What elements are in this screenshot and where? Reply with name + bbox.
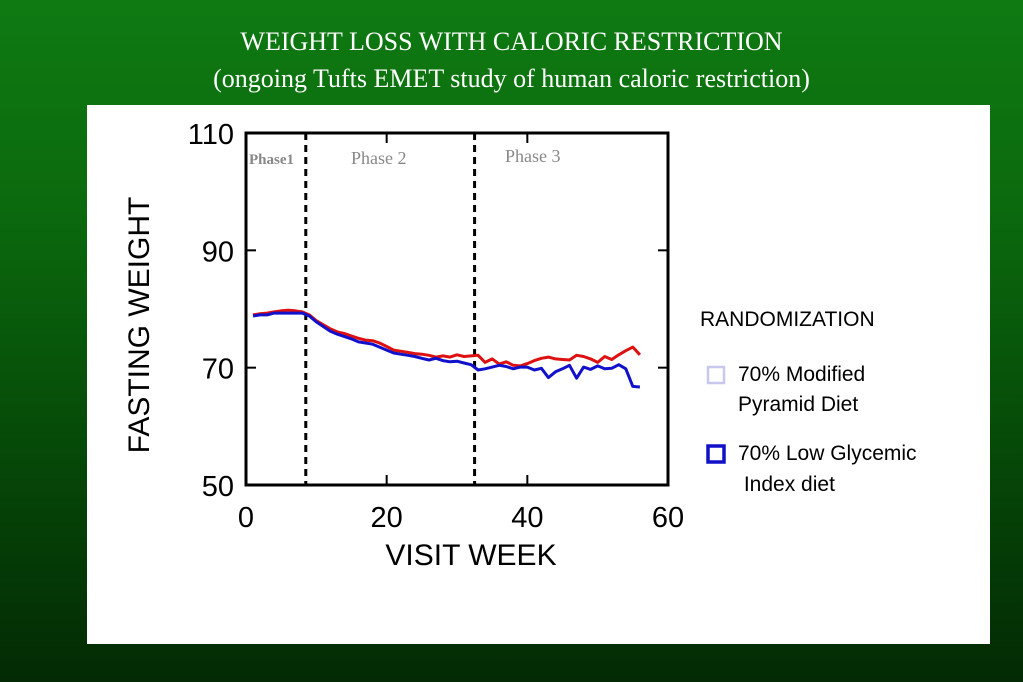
legend-label-modified-pyramid-line2: Pyramid Diet — [738, 393, 858, 416]
phase-label-3: Phase 3 — [505, 146, 561, 166]
y-tick-label: 110 — [188, 119, 234, 151]
y-axis-label: FASTING WEIGHT — [123, 197, 156, 454]
x-tick-label: 60 — [652, 502, 684, 534]
x-tick-label: 0 — [238, 502, 254, 534]
x-axis-label: VISIT WEEK — [385, 539, 556, 572]
chart-panel — [87, 105, 990, 644]
y-tick-label: 50 — [202, 471, 234, 503]
x-tick-label: 40 — [511, 502, 543, 534]
legend-label-low-glycemic-line2: Index diet — [738, 473, 835, 496]
legend-swatch-modified-pyramid — [706, 365, 726, 385]
phase-label-2: Phase 2 — [351, 148, 407, 168]
y-tick-label: 70 — [202, 354, 234, 386]
chart-title: WEIGHT LOSS WITH CALORIC RESTRICTION — [240, 27, 783, 56]
phase-label-1: Phase1 — [249, 152, 294, 168]
legend-title: RANDOMIZATION — [700, 308, 875, 331]
plot-frame — [244, 131, 670, 487]
legend-label-low-glycemic-line1: 70% Low Glycemic — [738, 442, 917, 465]
legend-label-modified-pyramid-line1: 70% Modified — [738, 363, 865, 386]
y-tick-label: 90 — [202, 236, 234, 268]
chart-subtitle: (ongoing Tufts EMET study of human calor… — [213, 64, 810, 93]
x-tick-label: 20 — [371, 502, 403, 534]
series-line-blue — [252, 311, 641, 389]
legend-swatch-low-glycemic — [706, 444, 726, 464]
